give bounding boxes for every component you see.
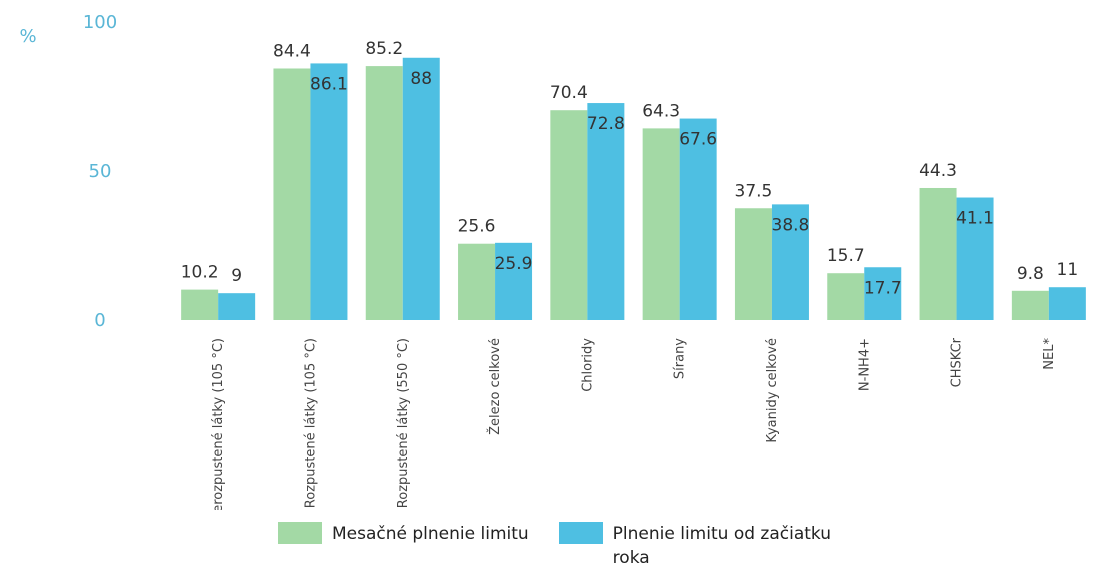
x-tick-label: N-NH4+	[857, 338, 872, 391]
x-tick-label: Sírany	[673, 338, 688, 379]
y-axis-label: %	[19, 26, 36, 47]
data-label: 85.2	[365, 39, 403, 59]
data-label: 15.7	[827, 246, 865, 266]
data-label: 9.8	[1017, 264, 1044, 284]
legend: Mesačné plnenie limitu Plnenie limitu od …	[278, 522, 868, 570]
chart: % 0 50 100 Nerozpustené látky (105 °C) 10.2 9…	[19, 12, 1086, 523]
bar	[273, 68, 311, 320]
x-tick-label: Železo celkové	[487, 338, 503, 435]
data-label: 25.9	[495, 254, 533, 274]
data-label: 17.7	[864, 278, 902, 298]
x-tick-label: Rozpustené látky (550 °C)	[396, 338, 411, 508]
bar	[1011, 290, 1049, 320]
data-label: 64.3	[642, 101, 680, 121]
data-label: 9	[231, 266, 242, 286]
bar	[679, 118, 717, 320]
data-label: 44.3	[919, 161, 957, 181]
data-label: 11	[1057, 260, 1079, 280]
bar	[864, 267, 902, 320]
data-label: 84.4	[273, 41, 311, 61]
bar	[495, 242, 533, 320]
data-label: 10.2	[181, 263, 219, 283]
legend-label: Plnenie limitu od začiatku roka	[612, 524, 831, 568]
x-tick-label: CHSKCr	[950, 337, 965, 387]
bar	[365, 66, 403, 320]
bar	[1048, 287, 1086, 320]
bar	[919, 187, 957, 320]
data-label: 72.8	[587, 114, 625, 134]
legend-label: Mesačné plnenie limitu	[332, 524, 529, 544]
data-label: 38.8	[772, 215, 810, 235]
x-tick-label: Nerozpustené látky (105 °C)	[211, 338, 226, 510]
legend-item: Mesačné plnenie limitu	[278, 522, 529, 570]
data-label: 41.1	[956, 209, 994, 229]
data-label: 25.6	[458, 217, 496, 237]
data-label: 37.5	[735, 181, 773, 201]
legend-swatch	[278, 522, 322, 544]
data-label: 70.4	[550, 83, 588, 103]
legend-swatch	[558, 522, 603, 544]
x-tick-label: Rozpustené látky (105 °C)	[303, 338, 318, 508]
x-tick-label: Kyanidy celkové	[765, 338, 780, 443]
bar	[587, 103, 625, 320]
bar	[218, 293, 256, 320]
bar	[181, 289, 219, 320]
y-tick-label: 100	[83, 12, 117, 33]
bar	[550, 110, 588, 320]
x-tick-label: Chloridy	[580, 338, 595, 392]
bar	[642, 128, 680, 320]
y-tick-label: 0	[94, 310, 105, 331]
bar	[310, 63, 348, 321]
bar	[402, 57, 440, 320]
bar	[827, 273, 865, 320]
data-label: 67.6	[679, 130, 717, 150]
bar	[458, 243, 496, 320]
bar	[956, 197, 994, 320]
legend-item: Plnenie limitu od začiatku roka	[558, 522, 868, 570]
x-tick-label: NEL*	[1042, 338, 1057, 370]
data-label: 86.1	[310, 74, 348, 94]
data-label: 88	[410, 69, 432, 89]
y-tick-label: 50	[89, 161, 112, 182]
bar	[771, 204, 809, 320]
bar	[734, 208, 772, 320]
